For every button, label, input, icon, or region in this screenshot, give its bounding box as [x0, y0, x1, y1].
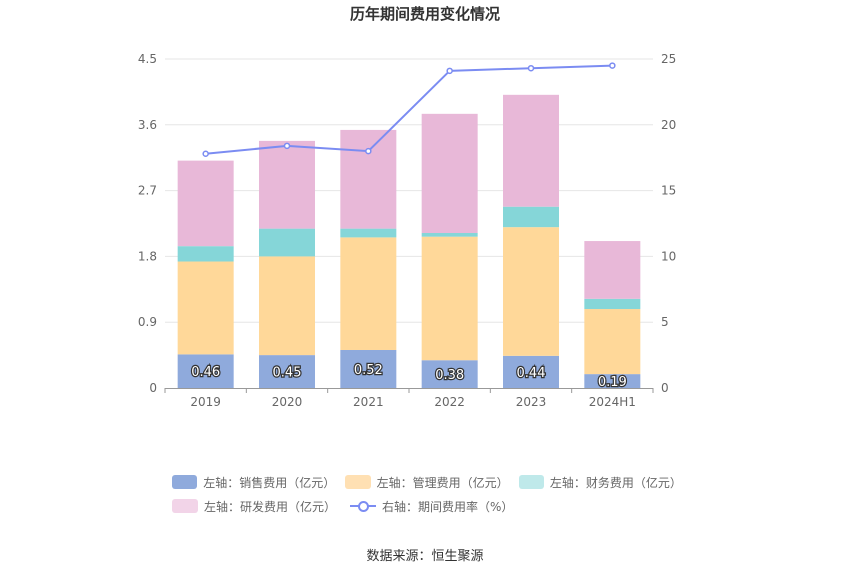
legend-item-rate[interactable]: 右轴：期间费用率（%） — [350, 498, 513, 515]
bar-segment-1 — [584, 309, 641, 375]
legend-item-sales[interactable]: 左轴：销售费用（亿元） — [172, 474, 336, 491]
rate-line-series — [202, 62, 616, 158]
bar-segment-2 — [340, 228, 397, 238]
bar-segment-2 — [421, 233, 478, 237]
bar-data-label: 0.45 — [273, 366, 302, 381]
x-axis-tick-label: 2020 — [272, 395, 303, 409]
left-axis-tick-label: 4.5 — [138, 52, 157, 66]
right-axis-tick-label: 15 — [661, 184, 676, 198]
legend-item-finance[interactable]: 左轴：财务费用（亿元） — [518, 474, 682, 491]
left-axis-tick-label: 1.8 — [138, 249, 157, 263]
legend-item-admin[interactable]: 左轴：管理费用（亿元） — [345, 474, 509, 491]
legend-label-finance: 左轴：财务费用（亿元） — [549, 475, 682, 490]
bar-segment-2 — [259, 228, 315, 257]
x-axis: 2019 2020 2021 2022 2023 2024H1 — [164, 388, 654, 409]
x-axis-tick-label: 2024H1 — [589, 395, 636, 409]
legend-line-icon — [350, 499, 377, 513]
rate-line-point — [609, 62, 616, 69]
bar-series — [177, 94, 641, 388]
left-axis-tick-label: 3.6 — [138, 118, 157, 132]
right-axis: 0 5 10 15 20 25 — [661, 52, 676, 395]
legend-swatch-rd — [172, 499, 198, 513]
bar-segment-3 — [259, 140, 315, 229]
x-axis-tick-label: 2023 — [516, 395, 547, 409]
right-axis-tick-label: 25 — [661, 52, 676, 66]
x-axis-tick-label: 2022 — [434, 395, 465, 409]
bar-segment-1 — [259, 256, 315, 356]
bar-segment-3 — [340, 129, 397, 229]
rate-line-point — [202, 150, 209, 158]
bar-segment-2 — [177, 246, 234, 262]
right-axis-tick-label: 20 — [661, 118, 676, 132]
legend-item-rd[interactable]: 左轴：研发费用（亿元） — [172, 498, 336, 515]
bar-data-label: 0.19 — [598, 375, 627, 390]
bar-segment-3 — [503, 94, 559, 207]
legend-swatch-finance — [518, 475, 544, 489]
left-axis: 0 0.9 1.8 2.7 3.6 4.5 — [138, 52, 157, 395]
legend: 左轴：销售费用（亿元） 左轴：管理费用（亿元） 左轴：财务费用（亿元） 左轴：研… — [172, 470, 692, 518]
legend-swatch-sales — [172, 475, 198, 489]
bar-segment-1 — [340, 237, 397, 350]
x-axis-tick-label: 2019 — [190, 395, 221, 409]
rate-line-point — [527, 64, 535, 72]
bar-data-label: 0.38 — [435, 368, 464, 383]
legend-label-sales: 左轴：销售费用（亿元） — [203, 475, 336, 490]
bar-segment-3 — [584, 241, 641, 299]
bar-segment-3 — [421, 113, 478, 234]
legend-label-admin: 左轴：管理费用（亿元） — [376, 475, 509, 490]
bar-segment-0 — [584, 374, 641, 388]
right-axis-tick-label: 10 — [661, 249, 676, 263]
legend-label-rate: 右轴：期间费用率（%） — [382, 499, 514, 514]
rate-line-point — [365, 147, 372, 155]
left-axis-tick-label: 0.9 — [138, 315, 157, 329]
rate-line-point — [446, 67, 453, 75]
bar-data-label: 0.44 — [517, 366, 546, 381]
rate-line — [205, 64, 613, 155]
bar-segment-2 — [503, 206, 559, 228]
data-source: 数据来源：恒生聚源 — [366, 549, 484, 564]
bar-data-label: 0.46 — [191, 365, 220, 380]
bar-segment-0 — [340, 349, 397, 388]
legend-label-rd: 左轴：研发费用（亿元） — [204, 499, 337, 514]
right-axis-tick-label: 5 — [661, 315, 669, 329]
legend-swatch-admin — [345, 475, 371, 489]
bar-segment-0 — [421, 360, 478, 388]
chart-title: 历年期间费用变化情况 — [350, 5, 500, 23]
bar-segment-3 — [177, 160, 234, 247]
bar-segment-0 — [503, 355, 559, 388]
left-axis-tick-label: 2.7 — [138, 184, 157, 198]
bar-segment-1 — [503, 227, 559, 356]
x-axis-tick-label: 2021 — [353, 395, 384, 409]
bar-segment-0 — [177, 354, 234, 388]
bar-labels: 0.46 0.45 0.52 0.38 0.44 0.19 — [190, 362, 628, 392]
bar-data-label: 0.52 — [354, 363, 383, 378]
bar-segment-2 — [584, 298, 641, 310]
bar-segment-1 — [177, 261, 234, 355]
bar-segment-0 — [259, 355, 315, 388]
left-axis-tick-label: 0 — [149, 381, 157, 395]
right-axis-tick-label: 0 — [661, 381, 669, 395]
bar-segment-1 — [421, 236, 478, 361]
gridlines — [165, 58, 653, 323]
rate-line-point — [283, 142, 291, 150]
chart-area: 历年期间费用变化情况 0.46 0.45 0.52 0.38 0.44 0.19 0 0.9… — [138, 5, 676, 409]
